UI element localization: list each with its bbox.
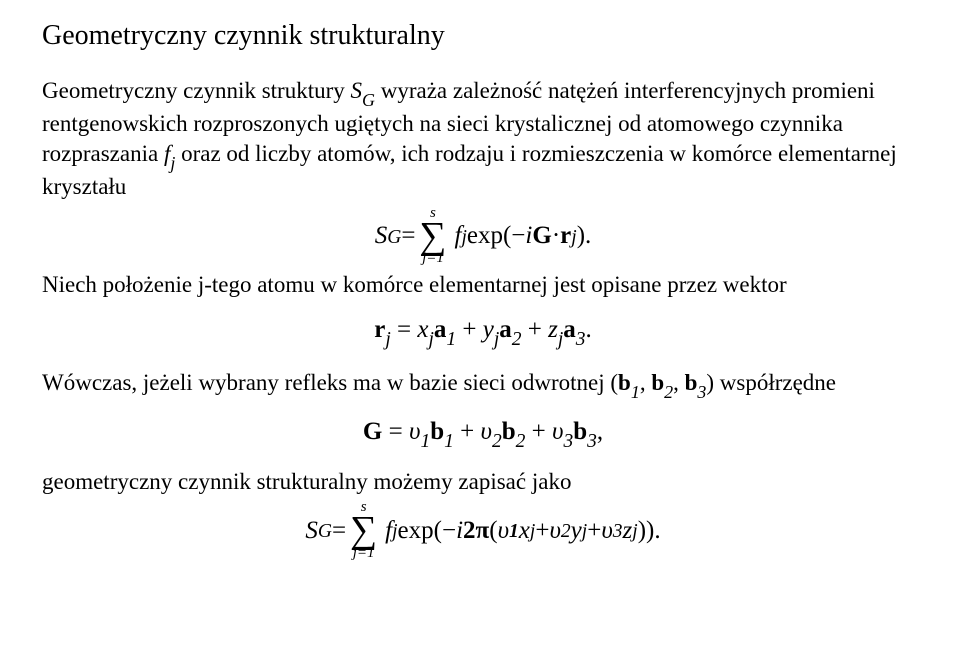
paragraph-3: Wówczas, jeżeli wybrany refleks ma w baz… xyxy=(42,368,924,402)
eq4-plus1: + xyxy=(535,515,549,547)
sigma-icon: ∑ xyxy=(350,514,377,546)
title: Geometryczny czynnik strukturalny xyxy=(42,18,924,54)
p3-c1: , xyxy=(640,370,652,395)
eq4-Gs: G xyxy=(318,520,332,545)
eq4-xj: j xyxy=(530,520,535,545)
equation-3: G = υ1b1 + υ2b2 + υ3b3, xyxy=(42,416,924,453)
eq4-v1s: 1 xyxy=(509,520,519,545)
eq1-rj: j xyxy=(571,226,576,251)
eq3-v2s: 2 xyxy=(492,431,502,452)
eq1-S: S xyxy=(375,220,388,252)
eq2-a1s: 1 xyxy=(446,329,456,350)
eq2-a3: a xyxy=(563,316,576,343)
equation-1: SG = s ∑ j=1 fj exp(−iG · rj ). xyxy=(42,206,924,266)
eq4-v3: υ xyxy=(601,515,612,547)
eq4-open: ( xyxy=(489,515,497,547)
equation-2: rj = xja1 + yja2 + zja3. xyxy=(42,314,924,351)
equation-4: SG = s ∑ j=1 fj exp(−i2π(υ1xj + υ2yj + υ… xyxy=(42,500,924,560)
eq2-yj: j xyxy=(494,329,499,350)
sum-icon: s ∑ j=1 xyxy=(350,500,377,560)
eq2-end: . xyxy=(586,316,592,343)
eq3-b2: b xyxy=(502,418,516,445)
eq4-x: x xyxy=(519,515,530,547)
eq1-Gsub: G xyxy=(387,226,401,251)
paragraph-1: Geometryczny czynnik struktury SG wyraża… xyxy=(42,76,924,202)
eq4-eq: = xyxy=(332,515,346,547)
eq1-equals: = xyxy=(401,220,415,252)
eq1-i: i xyxy=(525,220,532,252)
eq4-2pi: 2π xyxy=(463,515,489,547)
p3-b2: b xyxy=(651,370,664,395)
eq1-expopen: exp(− xyxy=(467,220,526,252)
paragraph-4: geometryczny czynnik strukturalny możemy… xyxy=(42,467,924,496)
eq2-r: r xyxy=(374,316,385,343)
p3-d: ) współrzędne xyxy=(706,370,836,395)
eq2-zj: j xyxy=(558,329,563,350)
eq2-a2s: 2 xyxy=(512,329,522,350)
eq3-v3s: 3 xyxy=(563,431,573,452)
paragraph-2: Niech położenie j-tego atomu w komórce e… xyxy=(42,270,924,299)
eq3-b1: b xyxy=(430,418,444,445)
eq3-G: G xyxy=(363,418,382,445)
eq4-sum-bot: j=1 xyxy=(353,546,375,561)
eq1-dot: · xyxy=(552,220,560,252)
eq3-comma: , xyxy=(597,418,603,445)
eq2-y: y xyxy=(483,316,494,343)
eq3-b3s: 3 xyxy=(587,431,597,452)
eq2-plus2: + xyxy=(528,316,548,343)
eq2-z: z xyxy=(548,316,558,343)
p3-b3: b xyxy=(685,370,698,395)
p3-c2: , xyxy=(673,370,685,395)
eq3-b3: b xyxy=(573,418,587,445)
eq1-sum-bot: j=1 xyxy=(422,251,444,266)
eq3-v1s: 1 xyxy=(420,431,430,452)
eq3-v3: υ xyxy=(552,418,563,445)
eq3-eq: = xyxy=(389,418,409,445)
eq4-plus2: + xyxy=(587,515,601,547)
eq2-a1: a xyxy=(434,316,447,343)
eq4-expopen: exp(− xyxy=(398,515,457,547)
eq3-b1s: 1 xyxy=(444,431,454,452)
eq4-z: z xyxy=(623,515,633,547)
sigma-icon: ∑ xyxy=(419,220,446,252)
eq4-close: )). xyxy=(638,515,661,547)
eq2-eq: = xyxy=(397,316,417,343)
eq4-v2: υ xyxy=(549,515,560,547)
eq4-v1: υ xyxy=(498,515,509,547)
eq2-plus1: + xyxy=(462,316,482,343)
p1-Gsub: G xyxy=(362,90,375,110)
eq2-a3s: 3 xyxy=(576,329,586,350)
eq3-plus1: + xyxy=(460,418,480,445)
eq4-S: S xyxy=(305,515,318,547)
eq3-v2: υ xyxy=(480,418,491,445)
page: Geometryczny czynnik strukturalny Geomet… xyxy=(0,0,960,585)
eq3-v1: υ xyxy=(409,418,420,445)
eq4-fj: j xyxy=(392,520,397,545)
eq2-a2: a xyxy=(499,316,512,343)
p3-b1s: 1 xyxy=(631,382,640,402)
p3-a: Wówczas, jeżeli wybrany refleks ma w baz… xyxy=(42,370,618,395)
eq1-G: G xyxy=(532,220,551,252)
p3-b1: b xyxy=(618,370,631,395)
sum-icon: s ∑ j=1 xyxy=(419,206,446,266)
eq2-xj: j xyxy=(428,329,433,350)
eq4-yj: j xyxy=(582,520,587,545)
eq3-b2s: 2 xyxy=(516,431,526,452)
eq1-close: ). xyxy=(577,220,592,252)
eq3-plus2: + xyxy=(532,418,552,445)
eq4-zj: j xyxy=(632,520,637,545)
eq1-fj: j xyxy=(461,226,466,251)
eq4-y: y xyxy=(571,515,582,547)
eq4-v2s: 2 xyxy=(561,520,571,545)
eq2-x: x xyxy=(417,316,428,343)
p1-text-a: Geometryczny czynnik struktury xyxy=(42,78,351,103)
eq4-i: i xyxy=(456,515,463,547)
p1-j: j xyxy=(170,153,175,173)
eq2-rj: j xyxy=(385,329,390,350)
eq4-v3s: 3 xyxy=(613,520,623,545)
eq1-r: r xyxy=(560,220,571,252)
p1-S: S xyxy=(351,78,363,103)
p3-b2s: 2 xyxy=(664,382,673,402)
p3-b3s: 3 xyxy=(697,382,706,402)
